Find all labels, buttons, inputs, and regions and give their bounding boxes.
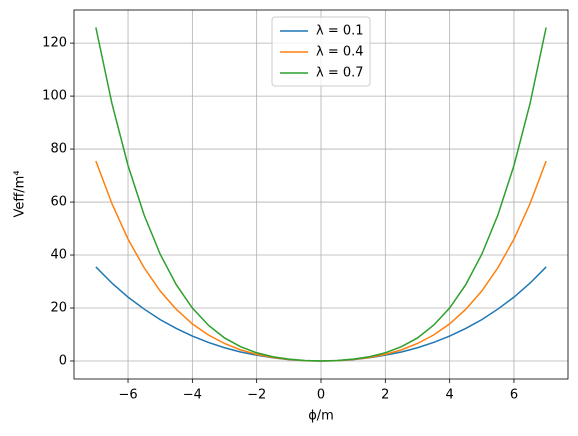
x-tick-label: 4 <box>446 388 454 403</box>
legend-label: λ = 0.1 <box>316 24 364 39</box>
line <box>95 27 547 362</box>
y-axis-label: Veff/m⁴ <box>13 170 28 217</box>
y-tick-label: 20 <box>50 301 67 316</box>
x-axis-label: ϕ/m <box>308 409 334 424</box>
y-tick-label: 80 <box>50 142 67 157</box>
legend-label: λ = 0.7 <box>316 66 364 81</box>
y-tick-label: 100 <box>42 89 67 104</box>
x-tick-label: −6 <box>118 388 137 403</box>
x-tick-label: −4 <box>183 388 202 403</box>
x-tick-label: 6 <box>510 388 518 403</box>
x-tick-label: 0 <box>317 388 325 403</box>
x-tick-label: −2 <box>247 388 266 403</box>
y-tick-label: 0 <box>59 353 67 368</box>
y-tick-label: 40 <box>50 248 67 263</box>
y-tick-label: 120 <box>42 36 67 51</box>
legend-label: λ = 0.4 <box>316 45 364 60</box>
x-tick-label: 2 <box>381 388 389 403</box>
y-tick-label: 60 <box>50 195 67 210</box>
legend-box <box>271 16 371 87</box>
plot-frame <box>73 9 569 380</box>
